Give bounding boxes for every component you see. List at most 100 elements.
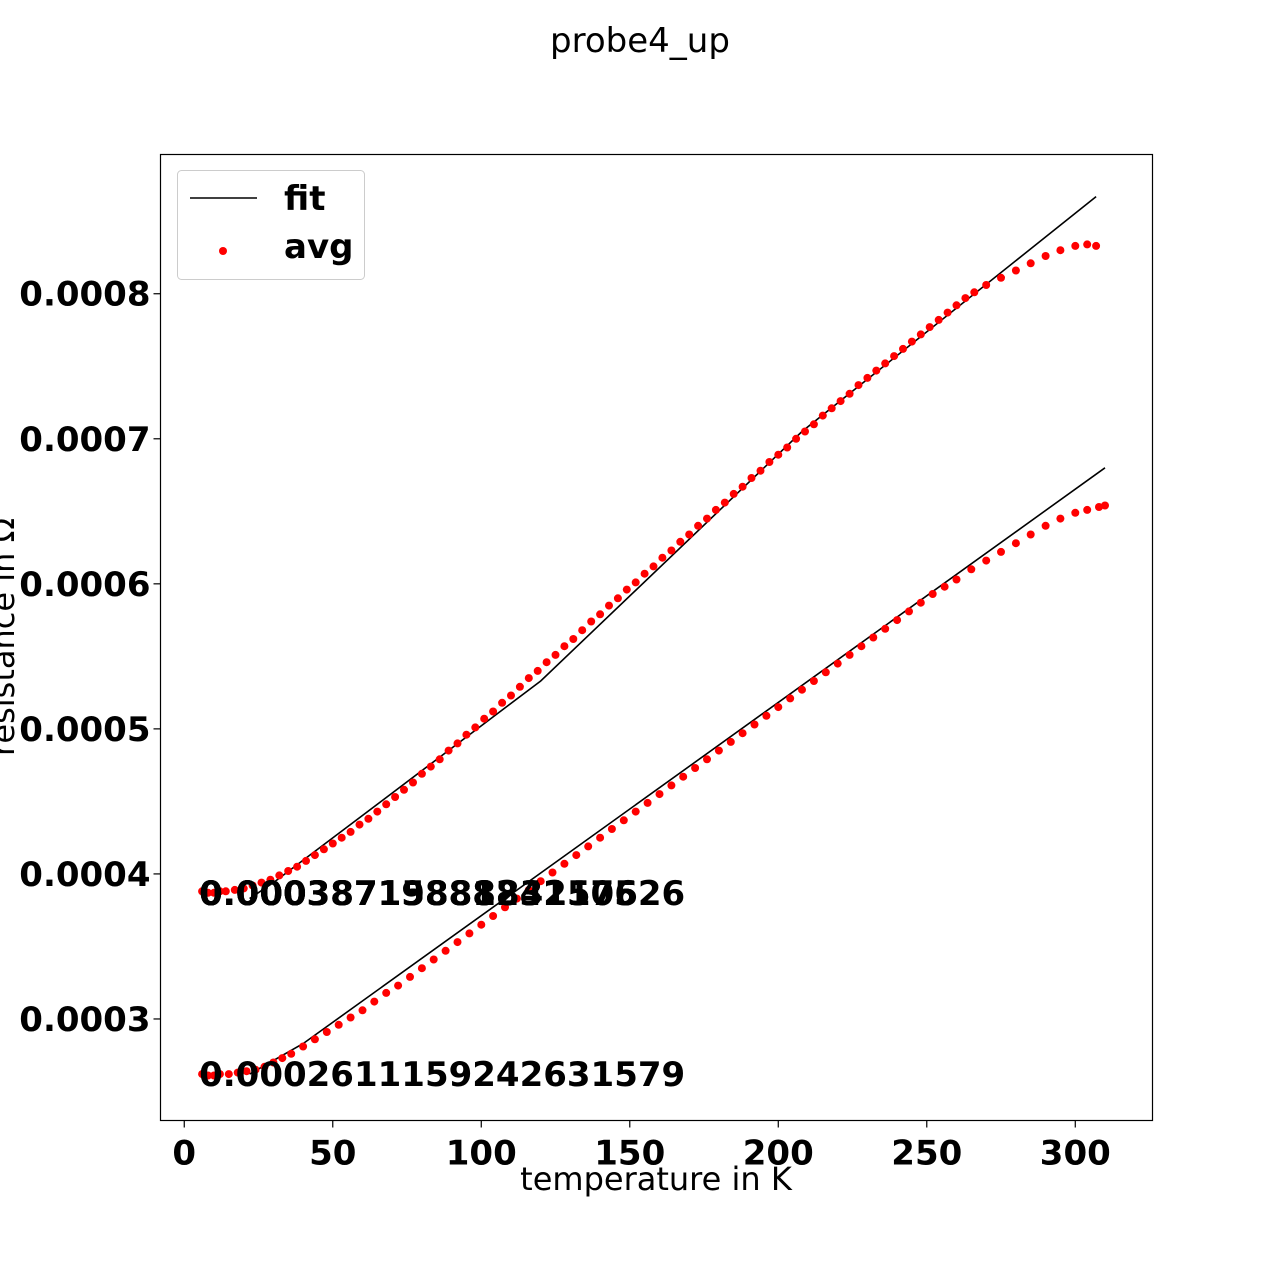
avg-point-0-38	[524, 674, 533, 683]
avg-point-0-92	[1026, 259, 1035, 268]
avg-point-1-25	[453, 938, 462, 947]
avg-point-0-11	[284, 867, 293, 875]
avg-point-1-55	[809, 677, 818, 685]
avg-point-1-77	[1095, 503, 1103, 511]
avg-point-0-33	[480, 714, 489, 723]
x-tick-label: 50	[309, 1134, 356, 1174]
avg-point-1-14	[322, 1028, 331, 1036]
avg-point-0-65	[765, 458, 774, 466]
avg-point-0-5	[230, 885, 239, 894]
avg-point-1-11	[287, 1049, 296, 1058]
avg-point-0-79	[890, 352, 899, 361]
legend-fit-label: fit	[284, 179, 325, 219]
chart-title: probe4_up	[550, 21, 730, 61]
x-axis-ticks: 0 50 100 150 200 250 300	[172, 1120, 1111, 1174]
avg-point-1-13	[310, 1035, 319, 1044]
avg-point-1-70	[997, 547, 1005, 556]
avg-point-1-18	[370, 997, 379, 1006]
avg-point-0-46	[596, 610, 605, 619]
avg-point-1-56	[821, 668, 830, 677]
avg-point-1-58	[845, 650, 854, 659]
avg-point-1-21	[406, 972, 414, 981]
annotation-0: 0.00038719888242105	[199, 874, 638, 914]
plot-area-frame	[159, 153, 1154, 1122]
avg-point-1-42	[655, 790, 664, 799]
avg-point-0-20	[364, 814, 373, 823]
annotation-1: 0.0003871588183157526	[199, 874, 685, 914]
avg-point-0-63	[747, 474, 756, 482]
avg-point-0-1	[204, 888, 212, 897]
avg-point-1-52	[774, 703, 783, 712]
avg-point-1-30	[512, 894, 521, 903]
avg-point-1-20	[394, 981, 403, 990]
avg-point-1-66	[940, 582, 949, 591]
avg-point-0-58	[703, 514, 711, 523]
avg-point-1-73	[1041, 521, 1050, 530]
avg-point-0-49	[622, 585, 631, 594]
avg-point-1-60	[869, 633, 878, 642]
avg-point-1-67	[952, 575, 961, 584]
avg-point-1-23	[429, 955, 438, 964]
avg-point-1-68	[967, 565, 976, 574]
avg-point-0-53	[658, 553, 667, 562]
avg-point-0-41	[551, 650, 560, 659]
avg-point-0-9	[266, 875, 275, 884]
avg-point-0-87	[961, 294, 970, 303]
avg-point-1-10	[278, 1054, 287, 1063]
avg-point-0-16	[328, 839, 337, 848]
avg-point-1-53	[786, 694, 795, 703]
avg-point-1-26	[465, 929, 474, 938]
avg-point-1-47	[714, 746, 723, 755]
avg-point-1-9	[269, 1058, 278, 1067]
avg-point-0-94	[1056, 246, 1065, 255]
avg-point-0-26	[417, 769, 426, 778]
avg-point-0-78	[881, 359, 890, 368]
avg-point-1-50	[750, 720, 759, 729]
avg-point-0-19	[355, 820, 364, 829]
y-tick-label: 0.0005	[19, 710, 150, 750]
avg-point-0-39	[533, 666, 542, 675]
avg-point-0-17	[337, 833, 346, 842]
avg-point-0-97	[1092, 241, 1101, 250]
avg-point-0-27	[426, 762, 435, 771]
avg-point-0-13	[302, 856, 310, 865]
avg-point-0-43	[569, 635, 578, 643]
avg-point-1-39	[619, 816, 628, 825]
avg-point-1-17	[358, 1006, 367, 1015]
avg-point-0-6	[239, 884, 248, 893]
legend-avg-label: avg	[284, 227, 353, 267]
avg-point-1-16	[346, 1013, 355, 1022]
avg-point-0-14	[310, 851, 319, 860]
avg-point-1-40	[631, 807, 640, 816]
avg-point-0-91	[1011, 266, 1020, 275]
avg-point-1-38	[607, 825, 616, 833]
y-tick-label: 0.0007	[19, 420, 150, 460]
avg-point-1-49	[738, 729, 747, 738]
avg-point-0-36	[507, 691, 515, 700]
avg-point-0-95	[1071, 241, 1080, 250]
avg-point-1-15	[334, 1020, 343, 1029]
avg-point-0-96	[1083, 240, 1092, 249]
y-axis-ticks: 0.0003 0.0004 0.0005 0.0006 0.0007 0.0008	[19, 275, 161, 1040]
avg-point-0-35	[498, 698, 507, 707]
avg-point-0-80	[899, 344, 907, 353]
avg-point-1-48	[726, 737, 735, 746]
avg-point-0-69	[801, 427, 809, 436]
avg-point-0-22	[382, 800, 391, 809]
avg-point-1-64	[916, 598, 925, 607]
avg-point-1-22	[417, 964, 426, 973]
avg-point-0-29	[444, 746, 453, 755]
avg-point-1-19	[382, 988, 391, 997]
avg-point-1-6	[242, 1067, 251, 1076]
avg-point-0-23	[391, 793, 400, 801]
avg-point-0-57	[694, 521, 703, 530]
avg-point-0-88	[970, 288, 979, 297]
avg-point-0-68	[792, 434, 801, 443]
x-tick-label: 200	[743, 1134, 814, 1174]
avg-point-0-52	[649, 562, 658, 571]
y-tick-label: 0.0003	[19, 1000, 150, 1040]
avg-point-0-84	[934, 315, 943, 324]
avg-point-0-42	[560, 642, 569, 651]
avg-point-1-59	[857, 642, 866, 651]
avg-point-1-8	[260, 1062, 269, 1071]
